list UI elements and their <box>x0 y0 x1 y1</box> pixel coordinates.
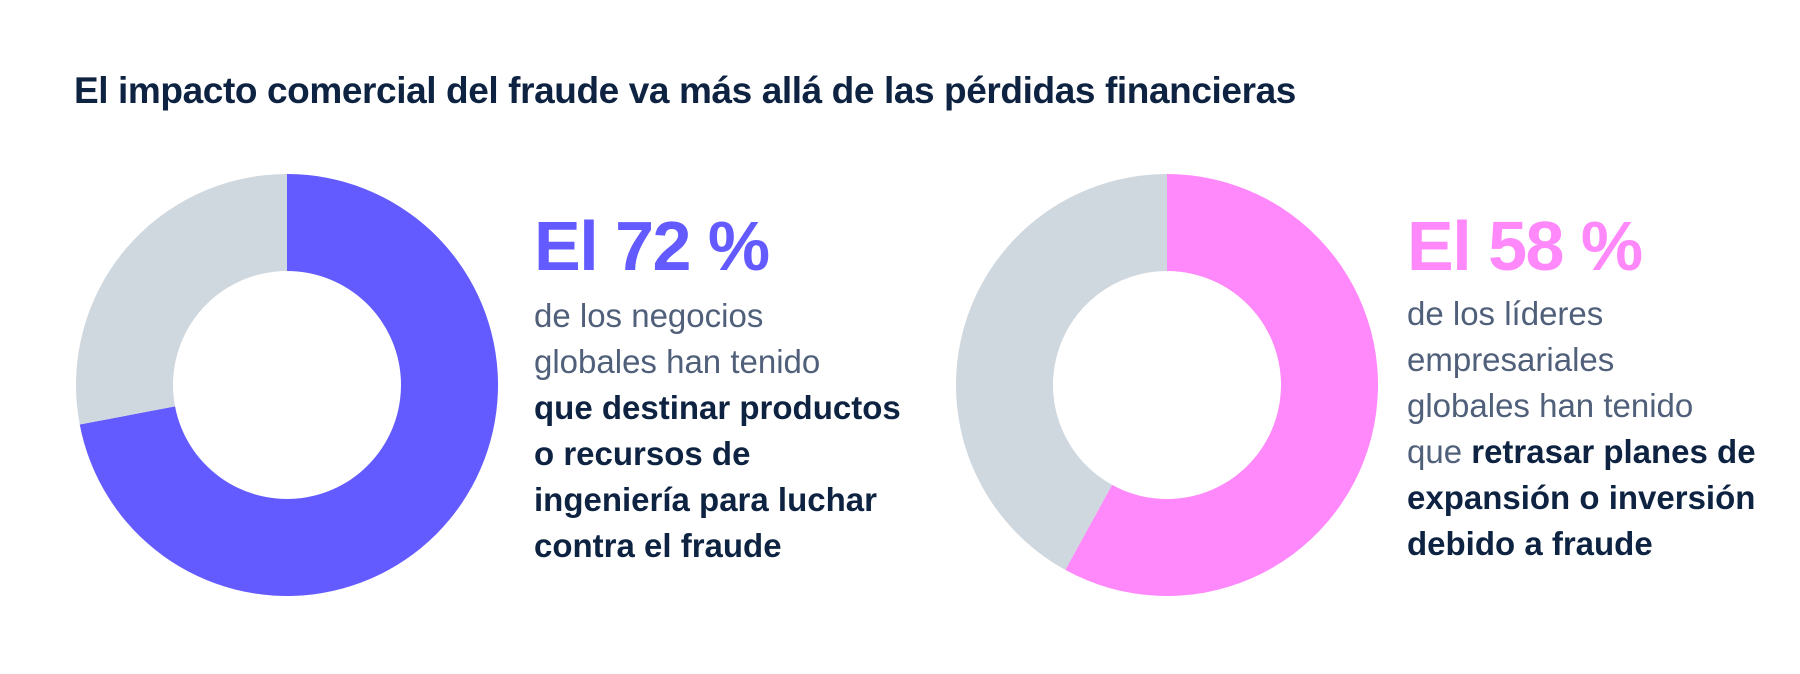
desc-1-line-2: globales han tenido <box>534 343 821 380</box>
stat-value-2: El 58 % <box>1407 207 1643 285</box>
stat-description-2: de los líderes empresariales globales ha… <box>1407 291 1756 567</box>
desc-2-line-1: de los líderes <box>1407 295 1604 332</box>
donut-2-slice-remainder <box>956 174 1167 570</box>
desc-1-line-6: contra el fraude <box>534 527 782 564</box>
desc-2-line-4-strong: retrasar planes de <box>1471 433 1756 470</box>
donut-chart-2 <box>956 174 1378 596</box>
desc-1-line-5: ingeniería para luchar <box>534 481 877 518</box>
desc-1-line-3: que destinar productos <box>534 389 901 426</box>
stat-value-1: El 72 % <box>534 207 770 285</box>
donut-chart-1 <box>76 174 498 596</box>
stat-description-1: de los negocios globales han tenido que … <box>534 293 901 569</box>
desc-2-line-3: globales han tenido <box>1407 387 1694 424</box>
desc-1-line-1: de los negocios <box>534 297 764 334</box>
desc-2-line-6: debido a fraude <box>1407 525 1653 562</box>
donut-chart-2-svg <box>956 174 1378 596</box>
donut-chart-1-svg <box>76 174 498 596</box>
desc-2-line-4: que retrasar planes de <box>1407 429 1756 475</box>
donut-1-slice-primary <box>79 174 498 596</box>
donut-1-slice-remainder <box>76 174 288 425</box>
desc-2-line-2: empresariales <box>1407 341 1615 378</box>
desc-2-line-5: expansión o inversión <box>1407 479 1756 516</box>
donut-2-slice-primary <box>1065 174 1378 596</box>
chart-title: El impacto comercial del fraude va más a… <box>74 70 1296 111</box>
desc-2-line-4-muted: que <box>1407 433 1463 470</box>
desc-1-line-4: o recursos de <box>534 435 751 472</box>
